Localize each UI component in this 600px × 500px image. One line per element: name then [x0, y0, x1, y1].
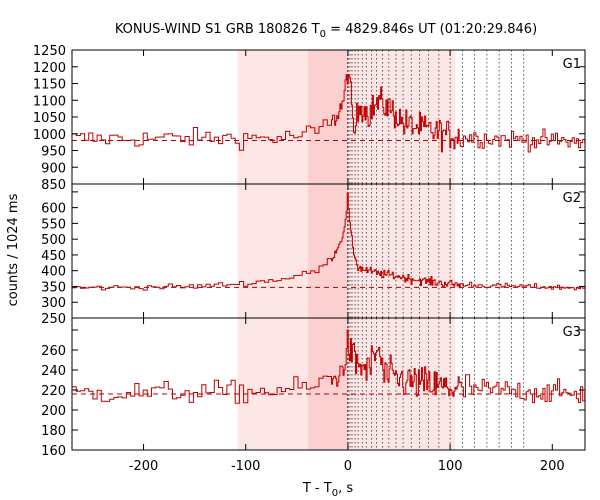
y-tick-label: 500 — [41, 233, 66, 248]
interval-shading-0 — [237, 50, 309, 184]
y-axis-label: counts / 1024 ms — [6, 193, 21, 306]
y-tick-label: 200 — [41, 404, 66, 419]
y-tick-label: 1150 — [33, 78, 66, 93]
y-tick-label: 300 — [41, 296, 66, 311]
y-tick-label: 1200 — [33, 61, 66, 76]
interval-shading-2 — [347, 184, 456, 318]
y-tick-label: 1100 — [33, 94, 66, 109]
panel-name-label: G1 — [563, 57, 581, 72]
chart-title: KONUS-WIND S1 GRB 180826 T0 = 4829.846s … — [115, 22, 537, 40]
y-tick-label: 1250 — [33, 44, 66, 59]
light-curve-series-g2 — [72, 192, 586, 291]
y-tick-label: 450 — [41, 249, 66, 264]
x-tick-label: 200 — [540, 459, 565, 474]
y-tick-label: 220 — [41, 384, 66, 399]
panel-g3: 160 180 200 220 240 260 G3 — [41, 317, 586, 459]
x-tick-label: -200 — [129, 459, 159, 474]
y-tick-label: 1000 — [33, 128, 66, 143]
y-tick-label: 240 — [41, 364, 66, 379]
y-tick-label: 180 — [41, 424, 66, 439]
x-tick-label: 0 — [344, 459, 352, 474]
y-tick-label: 1050 — [33, 111, 66, 126]
interval-shading-1 — [308, 184, 348, 318]
y-tick-label: 600 — [41, 202, 66, 217]
x-tick-label: 100 — [438, 459, 463, 474]
light-curve-series-g3 — [72, 329, 586, 404]
y-tick-label: 260 — [41, 344, 66, 359]
panels-layer: 850900950100010501100115012001250G125030… — [33, 44, 586, 474]
panel-frame — [71, 317, 586, 451]
y-tick-label: 550 — [41, 217, 66, 232]
interval-shading-1 — [308, 50, 348, 184]
x-axis-label: T - T0, s — [302, 481, 353, 499]
y-tick-label: 850 — [41, 178, 66, 193]
y-tick-label: 250 — [41, 312, 66, 327]
interval-shading-1 — [308, 318, 348, 450]
light-curve-series-g1 — [72, 74, 586, 153]
y-tick-label: 950 — [41, 145, 66, 160]
y-tick-label: 400 — [41, 265, 66, 280]
y-tick-label: 160 — [41, 444, 66, 459]
x-tick-label: -100 — [231, 459, 261, 474]
y-tick-label: 350 — [41, 280, 66, 295]
panel-name-label: G3 — [563, 325, 581, 340]
y-tick-label: 900 — [41, 161, 66, 176]
panel-name-label: G2 — [563, 191, 581, 206]
interval-shading-0 — [237, 318, 309, 450]
interval-shading-0 — [237, 184, 309, 318]
